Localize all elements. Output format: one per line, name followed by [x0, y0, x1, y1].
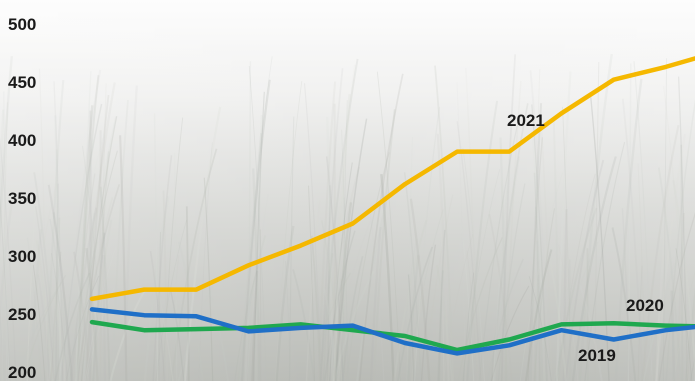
y-tick-label: 200 — [8, 363, 36, 381]
series-label-2020: 2020 — [626, 296, 664, 315]
series-label-2021: 2021 — [507, 111, 545, 130]
series-line-2019 — [89, 307, 695, 356]
series-label-2019: 2019 — [578, 346, 616, 365]
y-tick-label: 450 — [8, 73, 36, 92]
series-lines — [89, 56, 695, 356]
series-line-2021 — [89, 56, 695, 302]
y-tick-label: 300 — [8, 247, 36, 266]
y-axis-ticks: 500 450 400 350 300 250 200 — [8, 15, 36, 381]
y-tick-label: 250 — [8, 305, 36, 324]
y-tick-label: 350 — [8, 189, 36, 208]
series-line-2020 — [89, 319, 695, 353]
y-tick-label: 500 — [8, 15, 36, 34]
y-tick-label: 400 — [8, 131, 36, 150]
series-labels: 2021 2020 2019 — [507, 111, 664, 365]
